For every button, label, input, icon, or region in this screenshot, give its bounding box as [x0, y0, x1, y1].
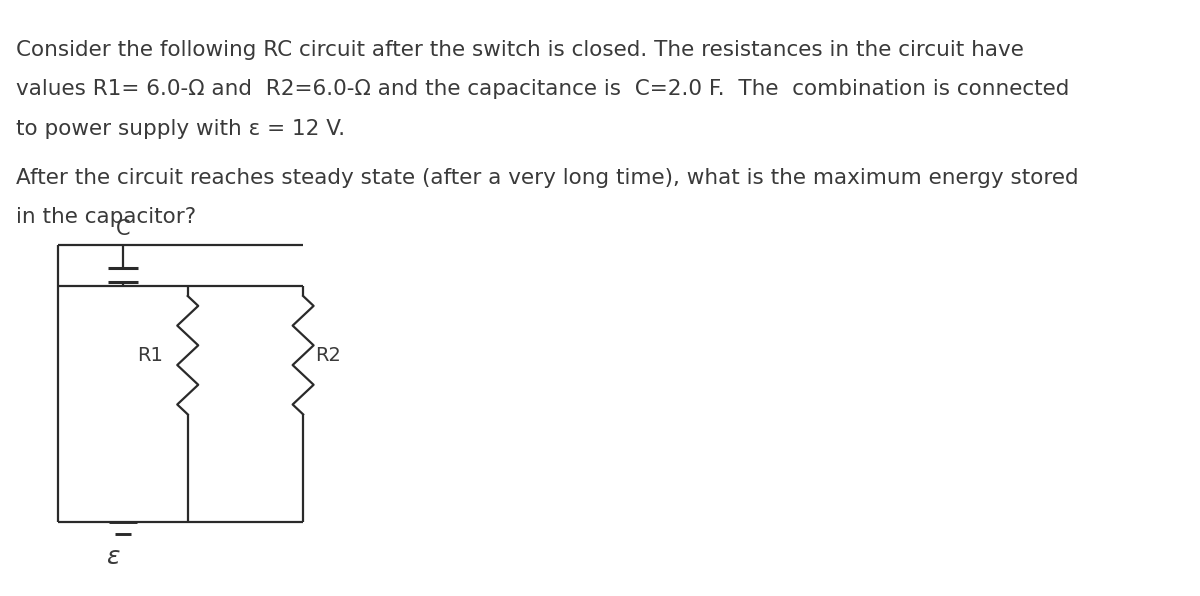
Text: to power supply with ε = 12 V.: to power supply with ε = 12 V.: [16, 119, 344, 138]
Text: in the capacitor?: in the capacitor?: [16, 207, 196, 227]
Text: R1: R1: [137, 346, 163, 365]
Text: After the circuit reaches steady state (after a very long time), what is the max: After the circuit reaches steady state (…: [16, 168, 1078, 188]
Text: Consider the following RC circuit after the switch is closed. The resistances in: Consider the following RC circuit after …: [16, 40, 1024, 60]
Text: ε: ε: [106, 545, 119, 570]
Text: values R1= 6.0-Ω and  R2=6.0-Ω and the capacitance is  C=2.0 F.  The  combinatio: values R1= 6.0-Ω and R2=6.0-Ω and the ca…: [16, 79, 1069, 99]
Text: R2: R2: [316, 346, 341, 365]
Text: C: C: [115, 219, 131, 239]
